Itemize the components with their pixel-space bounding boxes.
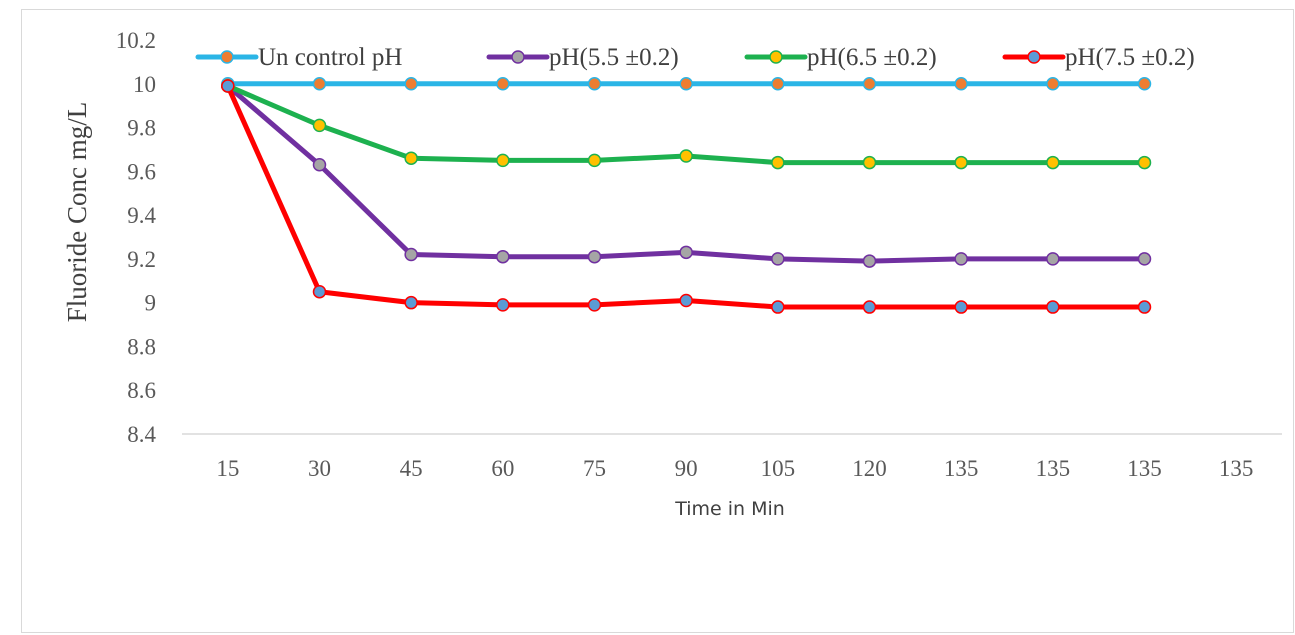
y-tick-label: 10.2	[116, 28, 156, 53]
x-tick-label: 60	[491, 456, 514, 481]
data-point	[1046, 77, 1060, 91]
x-tick-label: 30	[308, 456, 331, 481]
y-tick-label: 8.4	[127, 422, 156, 447]
data-point	[862, 254, 877, 268]
data-point	[312, 118, 327, 133]
data-point	[496, 153, 510, 168]
series-4	[221, 79, 1152, 314]
x-tick-label: 90	[675, 456, 698, 481]
data-point	[587, 77, 602, 91]
data-point	[679, 77, 693, 91]
data-point	[496, 249, 510, 264]
data-point	[312, 158, 327, 172]
legend-item: pH(7.5 ±0.2)	[1002, 44, 1195, 71]
x-tick-label: 15	[216, 456, 239, 481]
data-point	[312, 284, 327, 299]
data-point	[1137, 252, 1152, 266]
legend-item: pH(5.5 ±0.2)	[486, 44, 679, 71]
x-tick-label: 135	[1127, 456, 1162, 481]
legend-label: pH(7.5 ±0.2)	[1065, 44, 1195, 71]
data-point	[954, 300, 968, 314]
y-tick-label: 9.6	[127, 159, 156, 184]
data-point	[862, 155, 877, 170]
x-tick-label: 135	[1036, 456, 1071, 481]
legend-marker	[769, 50, 783, 64]
data-point	[771, 77, 785, 91]
series-line	[225, 83, 1147, 310]
data-point	[496, 298, 510, 312]
legend-item: pH(6.5 ±0.2)	[744, 44, 937, 71]
y-tick-label: 10	[133, 72, 156, 97]
x-tick-label: 45	[400, 456, 423, 481]
legend-label: Un control pH	[258, 44, 402, 71]
data-point	[587, 298, 602, 312]
series-3	[221, 79, 1152, 170]
data-point	[1137, 155, 1152, 170]
data-point	[679, 293, 693, 308]
data-point	[404, 151, 418, 165]
data-point	[1046, 300, 1060, 314]
data-point	[404, 77, 418, 91]
data-point	[496, 77, 510, 91]
x-tick-label: 105	[761, 456, 796, 481]
legend-item: Un control pH	[195, 44, 402, 71]
data-point	[862, 300, 877, 314]
data-point	[1046, 252, 1060, 266]
series-line	[225, 83, 1147, 264]
x-tick-label: 75	[583, 456, 606, 481]
y-tick-label: 9	[145, 291, 157, 316]
data-point	[771, 300, 785, 314]
y-tick-label: 8.8	[127, 334, 156, 359]
data-point	[404, 247, 418, 262]
data-point	[312, 77, 327, 91]
data-point	[679, 149, 693, 163]
data-point	[587, 153, 602, 168]
y-tick-label: 9.8	[127, 116, 156, 141]
data-point	[587, 249, 602, 264]
legend-label: pH(6.5 ±0.2)	[807, 44, 937, 71]
series-2	[221, 79, 1152, 268]
data-point	[1137, 77, 1152, 91]
series-group	[221, 77, 1152, 314]
data-point	[954, 252, 968, 266]
data-point	[954, 77, 968, 91]
data-point	[771, 155, 785, 170]
data-point	[771, 252, 785, 266]
legend-label: pH(5.5 ±0.2)	[549, 44, 679, 71]
data-point	[862, 77, 877, 91]
data-point	[1046, 155, 1060, 170]
series-1	[221, 77, 1152, 91]
legend-marker	[511, 50, 525, 64]
data-point	[954, 155, 968, 170]
legend: Un control pH pH(5.5 ±0.2) pH(6.5 ±0.2) pH(…	[195, 44, 1195, 71]
data-point	[404, 295, 418, 310]
x-tick-label: 135	[944, 456, 979, 481]
axes: 8.4 8.6 8.8 9 9.2 9.4 9.6 9.8 10 10.2 15 30 45 60 75 90…	[116, 28, 1282, 481]
data-point	[1137, 300, 1152, 314]
y-axis-label: Fluoride Conc mg/L	[62, 102, 92, 322]
data-point	[679, 245, 693, 260]
x-tick-label: 135	[1219, 456, 1254, 481]
y-tick-label: 9.4	[127, 203, 156, 228]
legend-marker	[1027, 50, 1041, 64]
data-point	[221, 79, 235, 93]
x-tick-label: 120	[852, 456, 887, 481]
chart-frame	[21, 9, 1294, 633]
x-axis-label: Time in Min	[674, 498, 785, 520]
y-tick-label: 8.6	[127, 378, 156, 403]
y-tick-label: 9.2	[127, 247, 156, 272]
legend-marker	[220, 50, 234, 64]
